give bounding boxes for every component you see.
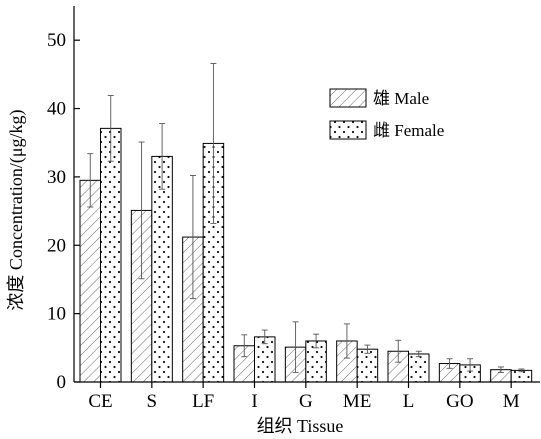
x-tick-label: GO	[446, 391, 473, 412]
bar-female	[356, 348, 379, 383]
y-tick-label: 50	[47, 30, 66, 51]
y-tick-label: 10	[47, 304, 66, 325]
y-tick-label: 0	[57, 372, 67, 393]
x-tick-label: CE	[88, 391, 112, 412]
x-tick-label: S	[147, 391, 158, 412]
bar-female	[408, 353, 430, 383]
bar-female	[151, 155, 173, 383]
x-tick-label: G	[299, 391, 313, 412]
x-tick-label: M	[503, 391, 520, 412]
legend-label-male: 雄 Male	[373, 89, 429, 108]
bar-male	[79, 179, 101, 383]
x-tick-label: LF	[192, 391, 214, 412]
x-tick-label: L	[403, 391, 415, 412]
y-axis-title: 浓度 Concentration/(μg/kg)	[6, 109, 27, 310]
y-tick-label: 40	[47, 99, 66, 120]
legend-label-female: 雌 Female	[373, 121, 444, 140]
x-tick-label: ME	[343, 391, 372, 412]
x-tick-label: I	[251, 391, 257, 412]
bar-female	[100, 127, 122, 383]
legend-swatch-female	[329, 120, 367, 140]
x-axis-title: 组织 Tissue	[257, 416, 344, 436]
legend-swatch-male	[329, 88, 367, 108]
y-tick-label: 20	[47, 235, 66, 256]
legend: 雄 Male 雌 Female	[329, 88, 444, 140]
y-tick-label: 30	[47, 167, 66, 188]
